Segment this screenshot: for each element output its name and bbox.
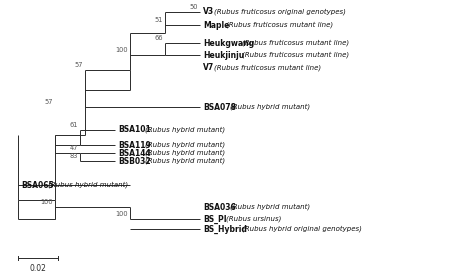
Text: (Rubus fruticosus mutant line): (Rubus fruticosus mutant line) bbox=[226, 22, 333, 28]
Text: 100: 100 bbox=[40, 199, 53, 205]
Text: (Rubus ursinus): (Rubus ursinus) bbox=[226, 216, 282, 222]
Text: (Rubus hybrid original genotypes): (Rubus hybrid original genotypes) bbox=[242, 226, 362, 232]
Text: (Rubus fruticosus original genotypes): (Rubus fruticosus original genotypes) bbox=[214, 9, 346, 15]
Text: (Rubus fruticosus mutant line): (Rubus fruticosus mutant line) bbox=[242, 52, 349, 58]
Text: 47: 47 bbox=[70, 145, 78, 151]
Text: V7: V7 bbox=[203, 63, 214, 73]
Text: 100: 100 bbox=[115, 211, 128, 217]
Text: 61: 61 bbox=[70, 122, 78, 128]
Text: BSA065: BSA065 bbox=[21, 181, 54, 190]
Text: Maple: Maple bbox=[203, 20, 229, 30]
Text: (Rubus hybrid mutant): (Rubus hybrid mutant) bbox=[48, 182, 128, 188]
Text: BS_Hybrid: BS_Hybrid bbox=[203, 224, 247, 233]
Text: BSA119: BSA119 bbox=[118, 140, 151, 150]
Text: 50: 50 bbox=[190, 4, 198, 10]
Text: BSB032: BSB032 bbox=[118, 156, 151, 166]
Text: 57: 57 bbox=[45, 99, 53, 105]
Text: (Rubus hybrid mutant): (Rubus hybrid mutant) bbox=[145, 158, 225, 164]
Text: 51: 51 bbox=[155, 17, 163, 23]
Text: (Rubus hybrid mutant): (Rubus hybrid mutant) bbox=[145, 150, 225, 156]
Text: V3: V3 bbox=[203, 7, 214, 17]
Text: BS_PI: BS_PI bbox=[203, 214, 227, 224]
Text: (Rubus hybrid mutant): (Rubus hybrid mutant) bbox=[145, 127, 225, 133]
Text: 66: 66 bbox=[155, 35, 163, 41]
Text: (Rubus fruticosus mutant line): (Rubus fruticosus mutant line) bbox=[214, 65, 321, 71]
Text: Heukgwang: Heukgwang bbox=[203, 38, 254, 47]
Text: (Rubus hybrid mutant): (Rubus hybrid mutant) bbox=[145, 142, 225, 148]
Text: BSA144: BSA144 bbox=[118, 148, 151, 158]
Text: BSA036: BSA036 bbox=[203, 203, 236, 211]
Text: 0.02: 0.02 bbox=[29, 264, 46, 273]
Text: 57: 57 bbox=[74, 62, 83, 68]
Text: 83: 83 bbox=[70, 153, 78, 159]
Text: (Rubus hybrid mutant): (Rubus hybrid mutant) bbox=[230, 204, 310, 210]
Text: 100: 100 bbox=[115, 47, 128, 53]
Text: (Rubus fruticosus mutant line): (Rubus fruticosus mutant line) bbox=[242, 40, 349, 46]
Text: BSA078: BSA078 bbox=[203, 102, 236, 112]
Text: BSA101: BSA101 bbox=[118, 126, 151, 134]
Text: Heukjinju: Heukjinju bbox=[203, 51, 244, 60]
Text: (Rubus hybrid mutant): (Rubus hybrid mutant) bbox=[230, 104, 310, 110]
